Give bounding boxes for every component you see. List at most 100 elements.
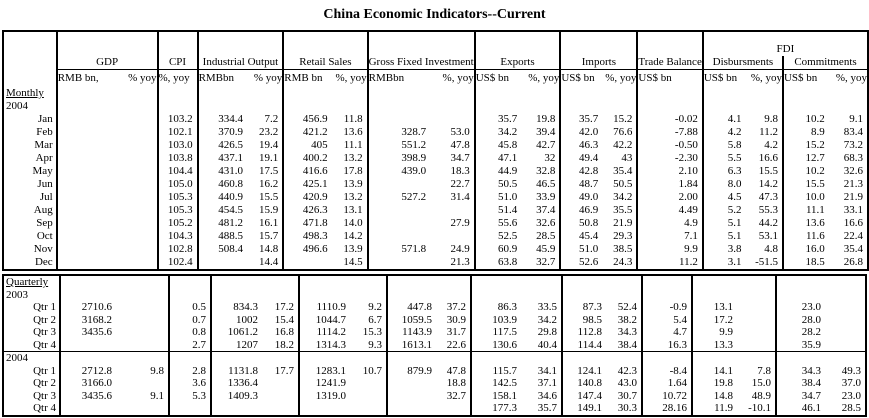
cell-imports_yoy: 43	[621, 152, 633, 164]
cell-retail_sales_value	[282, 100, 332, 113]
cell-gross_fixed_investment_value: 879.9	[386, 364, 436, 377]
cell-gdp_value	[59, 275, 116, 289]
unit-industrial-output-yoy: % yoy	[253, 72, 283, 84]
cell-retail_sales_yoy: 14.5	[343, 256, 363, 268]
cell-gross_fixed_investment_yoy	[430, 230, 475, 243]
cell-retail_sales_value	[298, 402, 350, 416]
cell-gross_fixed_investment_value	[386, 288, 436, 301]
cell-retail_sales_yoy: 17.8	[343, 165, 363, 177]
cell-exports_yoy: 33.9	[536, 191, 556, 203]
cell-fdi_commitments_value: 15.2	[781, 139, 829, 152]
cell-gross_fixed_investment_value	[366, 204, 431, 217]
cell-industrial_output_value	[210, 275, 262, 289]
cell-gross_fixed_investment_value	[366, 100, 431, 113]
cell-trade_balance	[641, 288, 692, 301]
cell-fdi_disbursments_value: 3.8	[701, 243, 746, 256]
unit-gdp-value: RMB bn,	[55, 69, 110, 87]
cell-fdi_commitments_yoy: 68.3	[843, 152, 863, 164]
cell-imports_yoy: 15.2	[613, 113, 633, 125]
cell-gross_fixed_investment_value	[386, 351, 436, 365]
cell-retail_sales_yoy: 13.2	[343, 191, 363, 203]
cell-fdi_commitments_yoy: 49.3	[841, 364, 861, 377]
cell-industrial_output_yoy	[262, 402, 299, 416]
cell-fdi_commitments_yoy: 35.4	[843, 243, 863, 255]
period-label: Mar	[34, 139, 53, 151]
cell-exports_value: 45.8	[473, 139, 522, 152]
table-row: Jan 103.2 334.4 7.2 456.9 11.8 35.7 19.8 35.7 15.…	[3, 113, 868, 126]
col-group-industrial-output: Industrial Output	[196, 31, 284, 70]
period-label: Nov	[33, 243, 53, 255]
table-row: Jul 105.3 440.9 15.5 420.9 13.2 527.2 31.4 51.0 3…	[3, 191, 868, 204]
cell-retail_sales_value: 416.6	[282, 165, 332, 178]
cell-imports_yoy: 38.4	[617, 338, 637, 351]
table-row: Qtr 4 177.3 35.7 149.1 30.3 28.16 11.9 -10.1 46.…	[3, 402, 866, 416]
year-label: 2003	[6, 288, 28, 301]
cell-imports_yoy: 29.3	[613, 230, 633, 242]
cell-trade_balance: -0.02	[636, 113, 703, 126]
cell-retail_sales_yoy	[350, 377, 387, 390]
cell-industrial_output_value: 426.5	[196, 139, 248, 152]
cell-fdi_commitments_value: 11.1	[781, 204, 829, 217]
cell-fdi_disbursments_value	[701, 87, 746, 100]
cell-gross_fixed_investment_value	[366, 256, 431, 270]
cell-gdp_value	[55, 191, 110, 204]
cell-retail_sales_value	[298, 288, 350, 301]
cell-gross_fixed_investment_value: 447.8	[386, 301, 436, 314]
cell-cpi_yoy: 102.8	[156, 243, 198, 256]
cell-imports_yoy: 21.9	[613, 217, 633, 229]
cell-gdp_yoy	[110, 126, 158, 139]
cell-imports_yoy	[602, 87, 637, 100]
cell-retail_sales_yoy	[332, 100, 368, 113]
cell-gdp_yoy	[116, 377, 169, 390]
cell-exports_yoy: 45.9	[536, 243, 556, 255]
cell-fdi_commitments_yoy	[825, 326, 866, 339]
cell-fdi_commitments_value	[775, 288, 825, 301]
cell-gross_fixed_investment_yoy: 31.7	[446, 326, 466, 338]
cell-gdp_value: 3166.0	[59, 377, 116, 390]
cell-industrial_output_value: 437.1	[196, 152, 248, 165]
table-row: Mar 103.0 426.5 19.4 405 11.1 551.2 47.8 45.8 42.…	[3, 139, 868, 152]
cell-imports_yoy: 76.6	[613, 126, 633, 138]
cell-gdp_yoy	[116, 326, 169, 339]
unit-industrial-output-value: RMBbn	[196, 69, 248, 87]
unit-gfi-yoy: %, yoy	[442, 72, 474, 84]
cell-fdi_disbursments_value: 3.1	[701, 256, 746, 270]
cell-industrial_output_yoy	[262, 289, 299, 302]
unit-fdi-commitments-value: US$ bn	[781, 69, 829, 87]
col-group-trade-balance: Trade Balance	[636, 31, 703, 70]
cell-trade_balance: -7.88	[636, 126, 703, 139]
cell-exports_value: 117.5	[470, 326, 521, 339]
cell-retail_sales_value: 1314.3	[298, 338, 350, 352]
col-group-exports: Exports	[473, 31, 561, 70]
cell-industrial_output_value: 460.8	[196, 178, 248, 191]
cell-gross_fixed_investment_value	[386, 402, 436, 416]
cell-gdp_value	[55, 178, 110, 191]
cell-cpi_yoy: 105.3	[156, 204, 198, 217]
cell-retail_sales_value: 1319.0	[298, 389, 350, 402]
cell-imports_yoy	[606, 289, 642, 302]
cell-exports_value: 44.9	[473, 165, 522, 178]
cell-gdp_yoy	[116, 289, 169, 302]
cell-trade_balance: -8.4	[641, 364, 692, 377]
cell-gross_fixed_investment_yoy: 30.9	[446, 313, 466, 326]
cell-trade_balance: 10.72	[641, 389, 692, 402]
cell-exports_yoy: 28.5	[536, 230, 556, 242]
cell-industrial_output_yoy: 16.8	[274, 326, 294, 338]
cell-cpi_yoy: 105.3	[156, 191, 198, 204]
cell-gross_fixed_investment_value	[366, 178, 431, 191]
cell-fdi_commitments_value: 34.3	[775, 364, 825, 377]
cell-exports_value: 51.4	[473, 204, 522, 217]
cell-imports_yoy	[606, 351, 642, 365]
period-label: Aug	[33, 204, 53, 216]
cell-fdi_commitments_value	[781, 87, 829, 100]
period-label: Apr	[35, 152, 53, 164]
cell-industrial_output_value	[196, 87, 248, 100]
cell-retail_sales_value: 1114.2	[298, 326, 350, 339]
cell-cpi_yoy	[156, 100, 198, 113]
cell-fdi_commitments_value	[775, 275, 825, 289]
cell-retail_sales_yoy: 9.2	[368, 301, 382, 313]
cell-industrial_output_value: 1061.2	[210, 326, 262, 339]
cell-fdi_commitments_yoy: 32.6	[843, 165, 863, 177]
cell-gdp_value	[55, 217, 110, 230]
cell-industrial_output_value: 1002	[210, 313, 262, 326]
